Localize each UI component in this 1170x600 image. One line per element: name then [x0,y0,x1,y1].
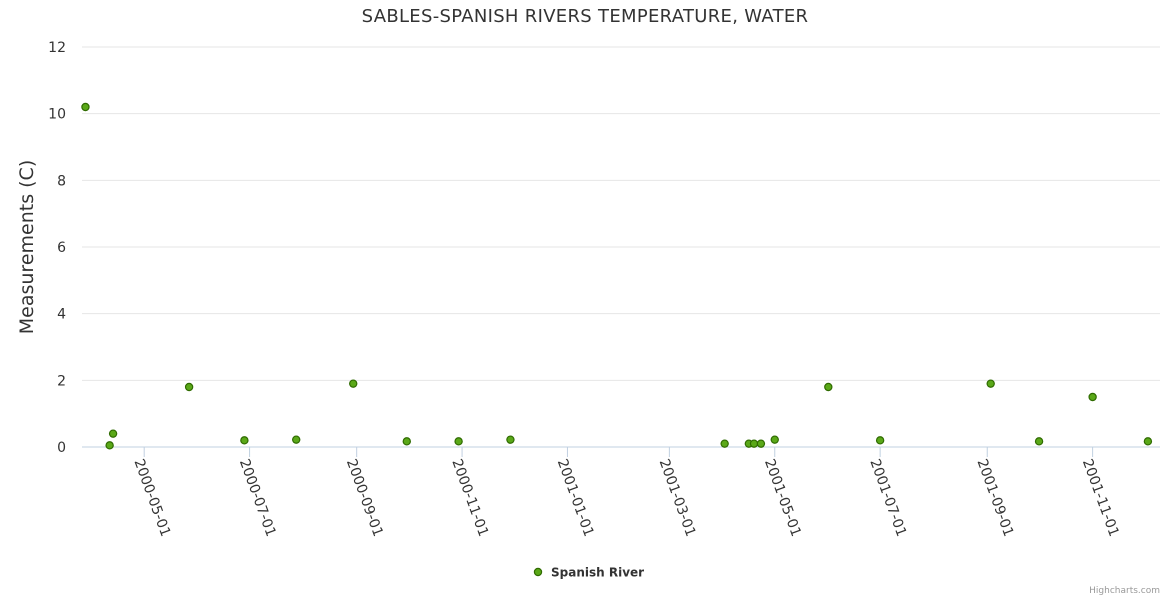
data-point [1034,437,1044,446]
data-point [875,436,885,445]
x-tick-label: 2001-01-01 [554,457,597,539]
gridlines [82,46,1160,448]
data-point [770,435,779,444]
y-tick-label: 10 [48,107,66,123]
x-tick-label: 2001-03-01 [656,457,699,539]
x-tick-label: 2000-07-01 [236,457,279,539]
data-point [1088,392,1097,402]
data-point [349,379,358,388]
legend-label: Spanish River [551,566,644,580]
data-point [756,439,766,448]
credits-link[interactable]: Highcharts.com [1089,586,1160,596]
data-point [454,437,463,446]
data-point [184,382,194,392]
data-point [402,437,411,446]
y-axis-ticks: 0 2 4 6 8 10 12 [48,40,66,456]
data-point [749,439,759,448]
y-axis-label: Measurements (C) [16,160,38,334]
x-tick-label: 2001-05-01 [761,457,804,539]
data-point [720,439,729,448]
data-point [824,382,833,392]
data-point [108,429,118,438]
y-tick-label: 12 [48,40,66,56]
x-tick-label: 2000-09-01 [343,457,386,539]
data-point [81,102,90,112]
x-tick-label: 2000-11-01 [448,457,491,539]
chart-title: SABLES-SPANISH RIVERS TEMPERATURE, WATER [361,6,809,27]
y-tick-label: 8 [57,173,66,189]
legend-marker [533,567,543,577]
data-point [506,435,515,444]
y-tick-label: 2 [57,373,66,389]
y-tick-label: 6 [57,240,66,256]
y-tick-label: 0 [57,440,66,456]
x-tick-label: 2001-11-01 [1079,457,1122,539]
x-axis-ticks: 2000-05-01 2000-07-01 2000-09-01 2000-11-01… [130,447,1122,539]
data-point [292,435,301,444]
data-point [1143,437,1153,446]
x-tick-label: 2000-05-01 [130,457,173,539]
x-tick-label: 2001-07-01 [866,457,909,539]
data-points [81,102,1153,450]
y-tick-label: 4 [57,307,66,323]
data-point [986,379,995,388]
x-tick-label: 2001-09-01 [973,457,1016,539]
data-point [240,436,249,445]
legend: Spanish River [533,566,644,580]
data-point [105,441,114,450]
